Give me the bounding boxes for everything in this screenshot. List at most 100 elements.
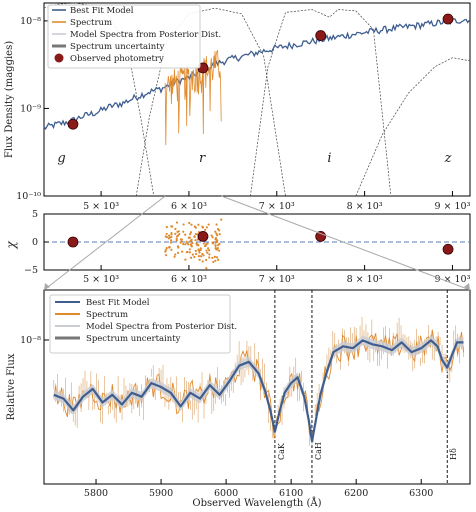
spectrum-residual-point — [198, 258, 201, 261]
legend-entry: Model Spectra from Posterior Dist. — [86, 322, 237, 332]
spectrum-residual-point — [193, 235, 196, 238]
spectrum-residual-point — [214, 244, 217, 247]
legend-entry: Spectrum — [70, 18, 112, 28]
y-tick-label: −5 — [24, 265, 38, 276]
spectrum-residual-point — [173, 255, 176, 258]
x-tick-label: 7 × 10³ — [259, 274, 295, 285]
x-tick-label: 6000 — [214, 488, 238, 499]
spectrum-residual-point — [177, 246, 180, 249]
y-tick-label: 10⁻⁸ — [20, 335, 41, 346]
spectrum-residual-point — [211, 256, 214, 259]
sed-panel: g r i z 10⁻⁸ 10⁻⁹ 10⁻¹⁰ 5 × 10³ 6 × 10³ 7 × 10³ 8 … — [4, 2, 471, 212]
spectrum-residual-point — [208, 249, 211, 252]
spectrum-residual-point — [204, 258, 208, 262]
spectrum-residual-point — [165, 236, 169, 239]
spectrum-residual-point — [201, 226, 205, 229]
spectrum-residual-point — [194, 249, 197, 252]
best-fit-model-line — [53, 339, 464, 443]
band-label-i: i — [327, 151, 331, 166]
spectrum-residual-point — [220, 218, 223, 221]
spectrum-residual-point — [189, 232, 192, 236]
spectrum-residual-point — [202, 254, 205, 257]
spectrum-residual-point — [191, 253, 194, 256]
spectrum-residual-point — [182, 243, 185, 246]
x-axis-label: Observed Wavelength (Å) — [192, 497, 321, 509]
spectrum-residual-point — [214, 237, 218, 240]
spectrum-residual-point — [213, 255, 217, 258]
legend-entry: Spectrum uncertainty — [70, 42, 165, 52]
y-axis-label: Relative Flux — [6, 353, 17, 420]
residual-y-label: χ — [4, 241, 18, 250]
spectrum-residual-point — [197, 223, 200, 226]
spectrum-residual-point — [174, 227, 177, 231]
x-tick-label: 5800 — [84, 488, 108, 499]
line-label: CaK — [277, 442, 286, 460]
spectrum-residual-point — [206, 251, 209, 254]
y-tick-label: 0 — [32, 237, 38, 248]
zoom-arrow-right — [464, 283, 470, 290]
spectrum-residual-point — [210, 234, 213, 237]
zoom-panel: CaK CaH Hδ 5800 5900 6000 6100 6200 6300 10⁻⁸ Obse… — [6, 289, 471, 509]
spectrum-residual-point — [204, 243, 208, 246]
band-label-g: g — [57, 151, 65, 166]
line-label: CaH — [314, 442, 323, 460]
spectrum-residual-point — [178, 232, 181, 236]
spectrum-residual-point — [216, 258, 220, 261]
spectrum-residual-point — [170, 231, 173, 235]
legend-swatch — [54, 53, 64, 63]
spectrum-residual-point — [184, 258, 187, 261]
spectrum-residual-point — [180, 238, 183, 241]
spectrum-residual-point — [175, 235, 179, 238]
filter-curve-r — [135, 7, 286, 197]
x-tick-label: 9 × 10³ — [434, 201, 470, 212]
spectrum-residual-point — [190, 239, 193, 242]
spectrum-residual-point — [215, 223, 218, 226]
residual-panel: 5 0 −5 5 × 10³ 6 × 10³ 7 × 10³ 8 × 10³ 9 × 10³ χ — [4, 209, 471, 285]
spectrum-residual-point — [175, 221, 179, 224]
legend-entry: Observed photometry — [70, 54, 164, 64]
filter-curve-z — [355, 57, 471, 197]
x-tick-label: 6 × 10³ — [171, 274, 207, 285]
x-tick-label: 6200 — [344, 488, 368, 499]
legend-entry: Spectrum uncertainty — [86, 334, 181, 344]
spectrum-residual-point — [189, 231, 193, 234]
spectrum-residual-point — [208, 256, 211, 259]
spectrum-residual-point — [188, 248, 191, 251]
legend-box — [49, 294, 231, 354]
y-tick-label: 10⁻⁹ — [20, 103, 41, 114]
legend-entry: Model Spectra from Posterior Dist. — [70, 30, 221, 40]
band-label-r: r — [199, 151, 206, 166]
spectrum-residual-point — [211, 242, 215, 245]
spectrum-residual-point — [198, 251, 201, 254]
spectrum-residual-point — [197, 248, 200, 251]
spectrum-residual-point — [214, 241, 217, 244]
spectrum-residual-point — [199, 247, 202, 250]
spectrum-residual-point — [170, 239, 173, 242]
zoom-connector-right — [221, 195, 471, 291]
spectrum-residual-point — [216, 234, 219, 237]
x-tick-label: 7 × 10³ — [259, 201, 295, 212]
zoom-legend: Best Fit Model Spectrum Model Spectra from… — [49, 294, 237, 354]
spectrum-residual-point — [206, 247, 210, 250]
spectrum-residual-point — [201, 260, 204, 263]
spectrum-residual-point — [218, 233, 221, 236]
spectrum-residual-point — [218, 242, 221, 245]
spectrum-residual-point — [204, 228, 207, 232]
spectrum-residual-point — [205, 267, 208, 270]
spectrum-residual-point — [169, 241, 173, 244]
spectrum-residual-point — [165, 225, 168, 229]
spectrum-residual-point — [177, 230, 180, 233]
photometry-residual-point — [315, 230, 327, 242]
spectrum-residual-point — [186, 250, 189, 254]
photometry-residual-point — [67, 236, 79, 248]
x-tick-label: 5 × 10³ — [83, 201, 119, 212]
spectrum-residual-point — [195, 242, 198, 245]
spectrum-residual-point — [165, 232, 168, 236]
zoom-connector-left — [43, 195, 166, 291]
spectrum-residual-point — [193, 255, 196, 259]
line-label: Hδ — [449, 448, 458, 460]
y-tick-label: 10⁻⁸ — [20, 16, 41, 27]
spectrum-residual-point — [189, 256, 193, 259]
x-tick-label: 5 × 10³ — [83, 274, 119, 285]
spectrum-residual-point — [202, 242, 205, 245]
